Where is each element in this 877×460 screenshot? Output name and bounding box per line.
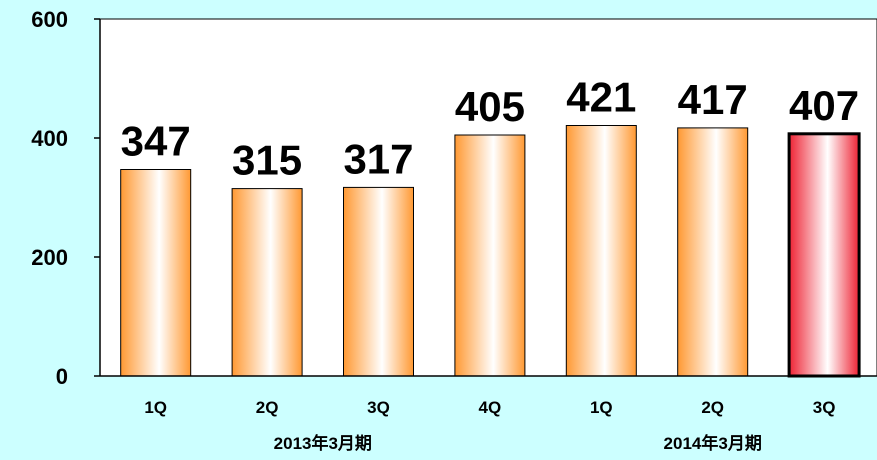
bar-4 (454, 134, 526, 377)
x-tick-label-1: 1Q (144, 398, 167, 417)
bar-3 (343, 186, 414, 377)
group-label-1: 2013年3月期 (274, 433, 372, 453)
y-tick-label-1: 0 (56, 364, 68, 389)
data-label-7: 407 (789, 82, 859, 129)
x-tick-label-5: 1Q (590, 398, 613, 417)
bar-7 (787, 132, 861, 378)
data-label-6: 417 (678, 76, 748, 123)
y-tick-label-2: 200 (31, 245, 68, 270)
x-tick-label-7: 3Q (813, 398, 836, 417)
data-label-2: 315 (232, 137, 302, 184)
x-tick-label-3: 3Q (367, 398, 390, 417)
data-label-5: 421 (566, 74, 636, 121)
bar-2 (231, 188, 303, 377)
x-tick-label-2: 2Q (256, 398, 279, 417)
data-label-4: 405 (455, 83, 525, 130)
bar-1 (120, 169, 192, 377)
y-tick-label-4: 600 (31, 7, 68, 32)
bar-6 (677, 127, 749, 377)
x-tick-label-4: 4Q (479, 398, 502, 417)
bar-5 (565, 125, 637, 377)
y-tick-label-3: 400 (31, 126, 68, 151)
data-label-1: 347 (121, 118, 191, 165)
data-label-3: 317 (343, 135, 413, 182)
group-label-2: 2014年3月期 (664, 433, 762, 453)
x-tick-label-6: 2Q (701, 398, 724, 417)
